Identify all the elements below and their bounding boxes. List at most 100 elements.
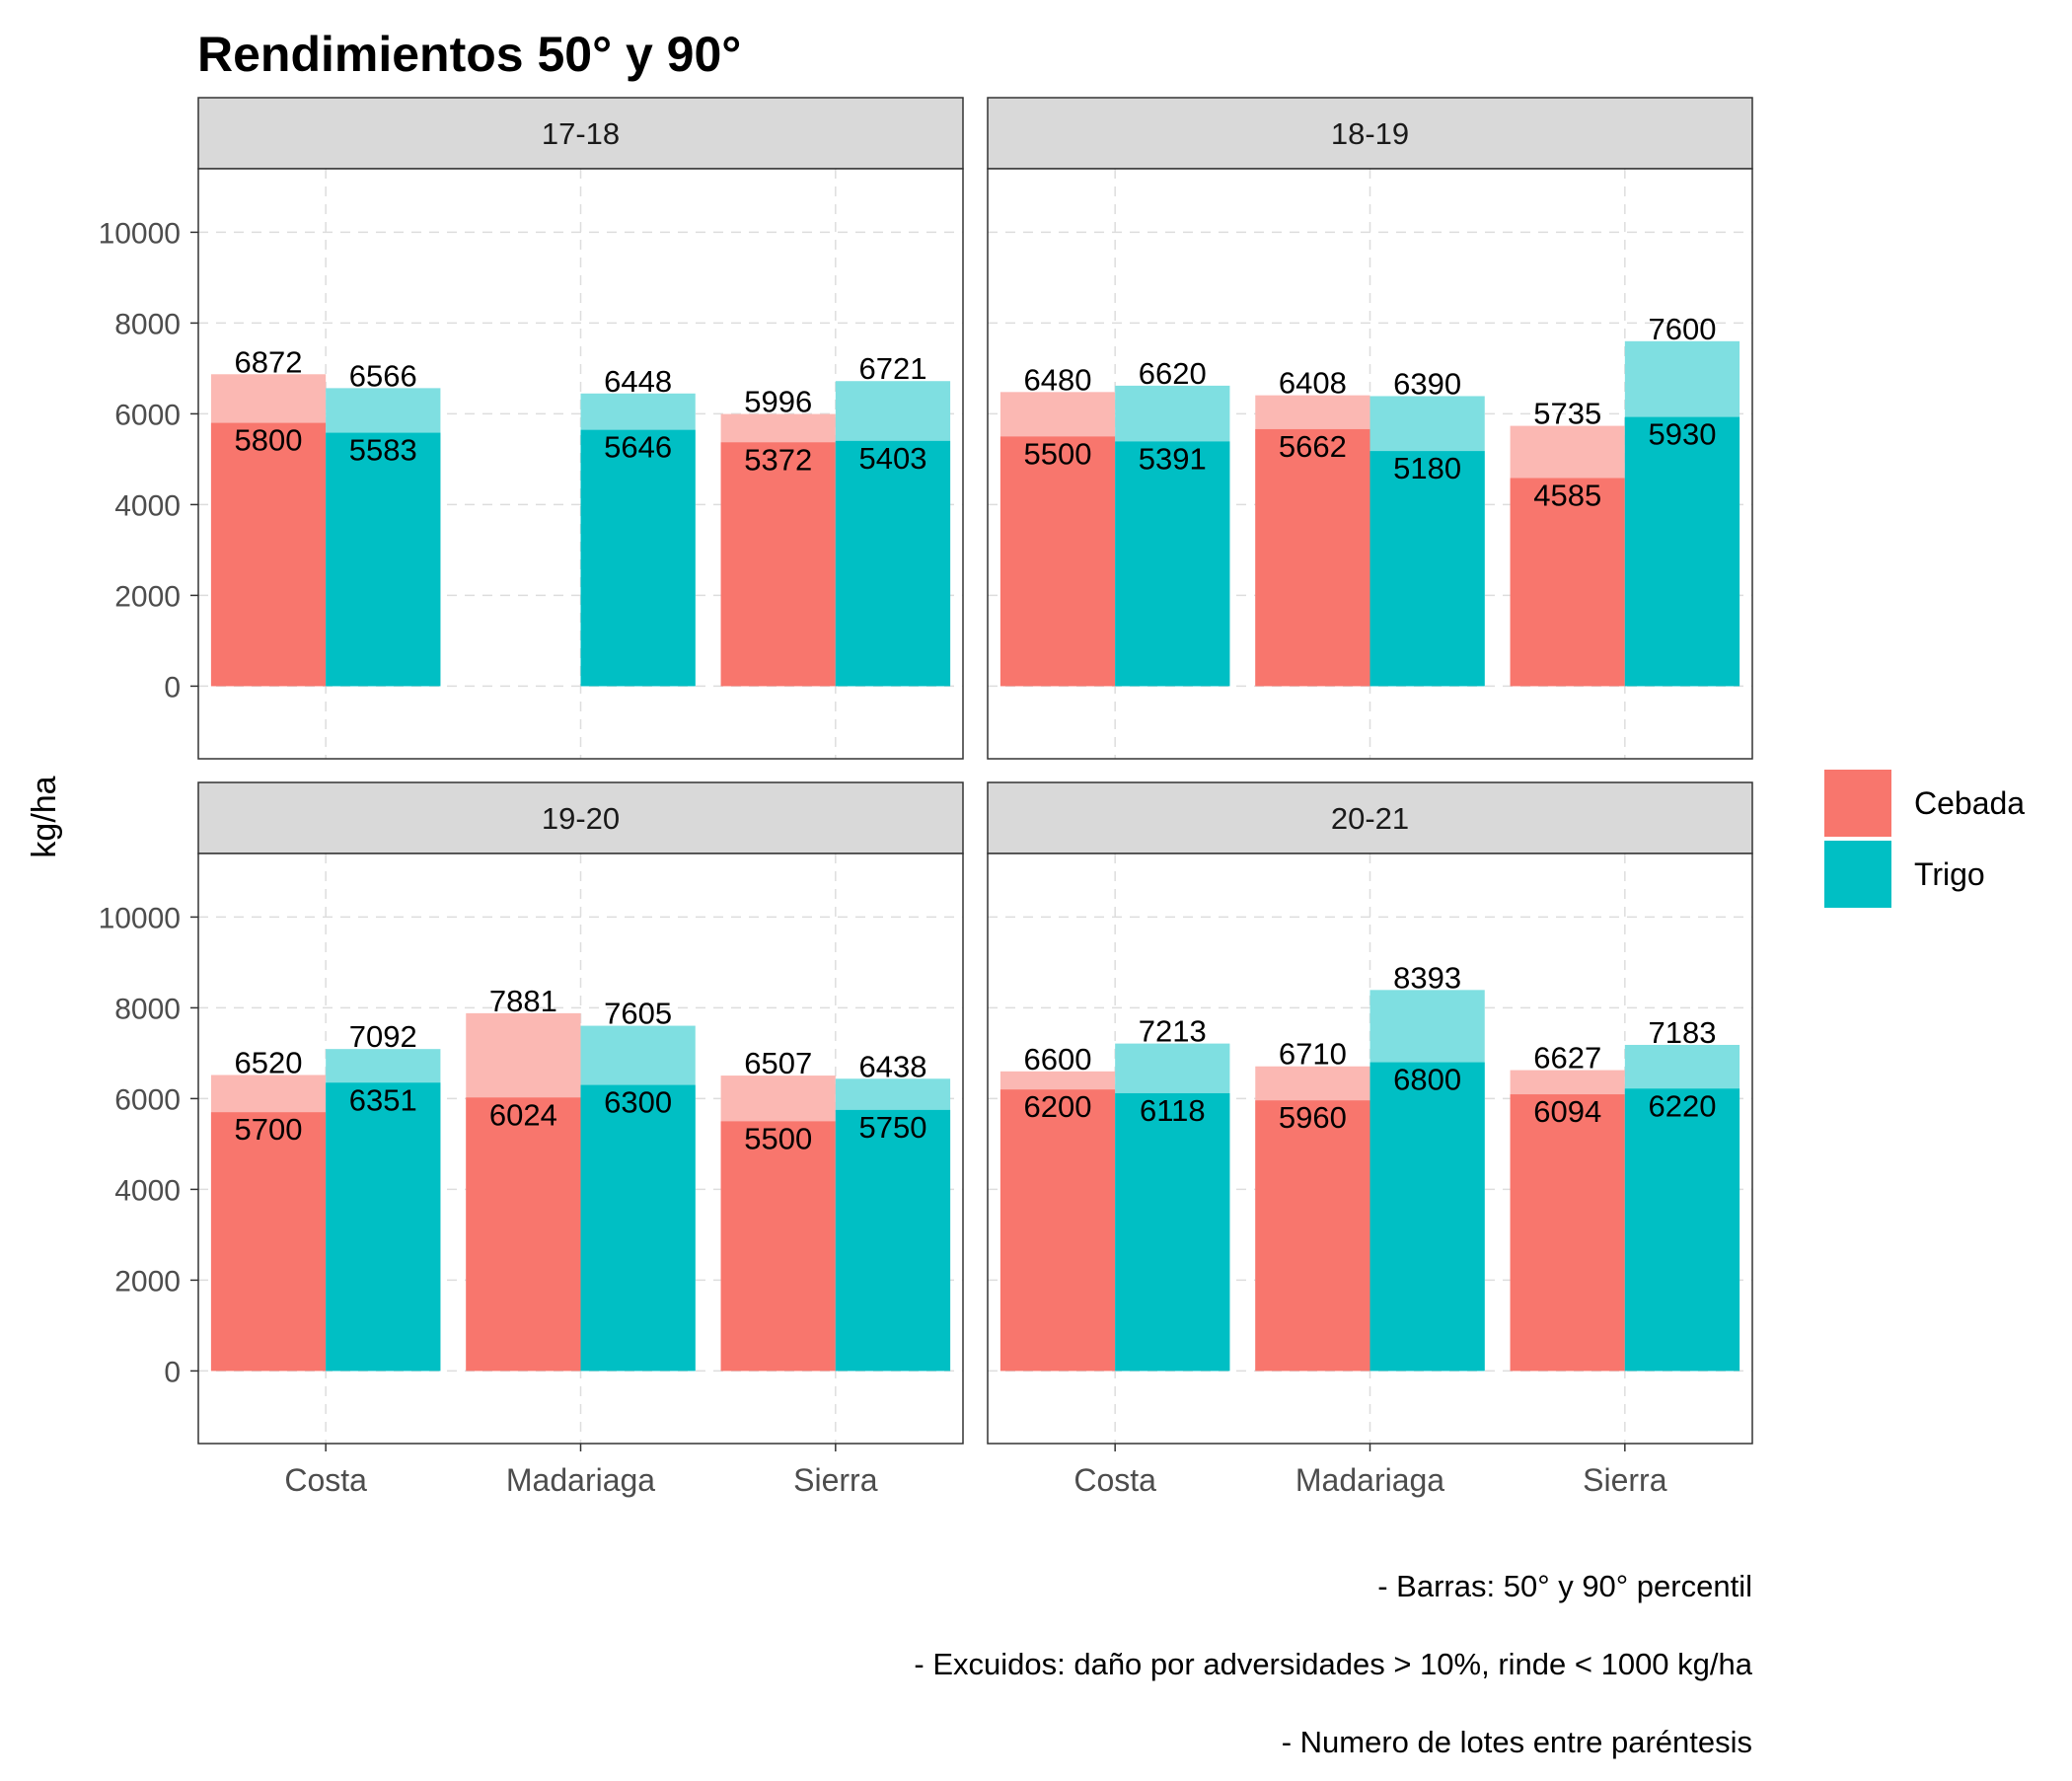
bar-p50-trigo-madariaga	[580, 1084, 696, 1372]
y-tick-label: 0	[164, 671, 181, 704]
data-label-p90: 7605	[604, 997, 672, 1031]
facet-panel-18-19: 18-19 6480 5500 6408 5662 5735 4585 6620 5391 639…	[987, 97, 1753, 760]
data-label-p90: 6507	[744, 1046, 812, 1080]
bar-p50-trigo-sierra	[835, 1109, 951, 1372]
data-label-p50: 5646	[604, 430, 672, 465]
x-tick-label: Costa	[1073, 1462, 1156, 1498]
data-label-p90: 7092	[349, 1019, 417, 1054]
x-tick-label: Madariaga	[1295, 1462, 1444, 1498]
data-label-p50: 5700	[235, 1112, 303, 1147]
data-label-p50: 4585	[1533, 478, 1601, 512]
bar-p50-cebada-madariaga	[1255, 428, 1370, 687]
facet-strip-label: 19-20	[542, 801, 620, 836]
legend-label: Trigo	[1914, 856, 1985, 892]
y-tick-label: 4000	[114, 489, 181, 522]
legend: Cebada Trigo	[1824, 770, 2025, 908]
data-label-p90: 6627	[1533, 1041, 1601, 1076]
x-axis: Costa Madariaga Sierra Costa Madariaga Sierra	[284, 1444, 1667, 1498]
data-label-p50: 5583	[349, 433, 417, 468]
facet-strip	[197, 781, 964, 854]
data-label-p90: 6566	[349, 358, 417, 393]
data-label-p90: 5735	[1533, 397, 1601, 431]
data-label-p90: 7183	[1648, 1015, 1716, 1050]
bar-p50-cebada-costa	[999, 436, 1116, 687]
bar-p50-cebada-madariaga	[466, 1097, 581, 1372]
data-label-p90: 6710	[1279, 1037, 1347, 1072]
facet-panel-20-21: 20-21 6600 6200 6710 5960 6627 6094 7213 6118 839…	[987, 781, 1753, 1445]
data-label-p50: 5372	[744, 442, 812, 477]
data-label-p90: 7213	[1139, 1014, 1207, 1049]
facet-panel-19-20: 19-20 0 2000 4000 6000 8000 10000 6520 5700 7881 6…	[99, 781, 964, 1445]
data-label-p90: 7600	[1648, 312, 1716, 346]
data-label-p90: 8393	[1393, 960, 1461, 995]
chart-title: Rendimientos 50° y 90°	[197, 27, 741, 82]
bar-p50-trigo-costa	[1115, 441, 1230, 687]
panels: 17-18 0 2000 4000 6000 8000 10000 6872 5800 5996 5…	[99, 97, 1753, 1445]
bar-p50-trigo-costa	[1115, 1092, 1230, 1372]
data-label-p90: 6620	[1139, 356, 1207, 391]
data-label-p90: 6448	[604, 364, 672, 399]
bar-p50-trigo-costa	[326, 1082, 441, 1372]
data-label-p50: 5500	[744, 1121, 812, 1155]
legend-label: Cebada	[1914, 785, 2025, 821]
bar-p50-trigo-madariaga	[1369, 1062, 1485, 1372]
data-label-p50: 5960	[1279, 1100, 1347, 1135]
bar-p50-cebada-sierra	[1510, 478, 1625, 687]
y-tick-label: 8000	[114, 993, 181, 1025]
data-label-p50: 6800	[1393, 1063, 1461, 1097]
bar-p50-trigo-sierra	[835, 440, 951, 687]
legend-key-cebada	[1824, 770, 1891, 837]
bar-p50-cebada-sierra	[720, 1121, 836, 1372]
facet-strip	[197, 97, 964, 170]
facet-strip	[987, 781, 1753, 854]
data-label-p50: 5930	[1648, 417, 1716, 452]
data-label-p90: 6872	[235, 344, 303, 379]
data-label-p90: 6390	[1393, 366, 1461, 401]
data-label-p90: 6408	[1279, 366, 1347, 401]
y-axis-label: kg/ha	[26, 776, 63, 857]
data-label-p50: 5800	[235, 423, 303, 458]
bar-p50-cebada-sierra	[720, 442, 836, 687]
caption-line: - Excuidos: daño por adversidades > 10%,…	[914, 1647, 1752, 1681]
bar-p50-cebada-costa	[999, 1089, 1116, 1372]
y-tick-label: 0	[164, 1356, 181, 1388]
x-tick-label: Costa	[284, 1462, 367, 1498]
x-tick-label: Madariaga	[506, 1462, 655, 1498]
data-label-p50: 5391	[1139, 441, 1207, 476]
bar-p50-trigo-costa	[326, 432, 441, 687]
y-tick-label: 4000	[114, 1174, 181, 1207]
bar-p50-trigo-madariaga	[580, 429, 696, 687]
x-tick-label: Sierra	[793, 1462, 878, 1498]
caption: - Barras: 50° y 90° percentil - Excuidos:…	[914, 1569, 1752, 1759]
data-label-p50: 6351	[349, 1082, 417, 1117]
bar-p50-cebada-sierra	[1510, 1094, 1625, 1372]
bar-p50-trigo-sierra	[1624, 416, 1740, 687]
data-label-p90: 7881	[489, 984, 557, 1018]
data-label-p90: 6721	[858, 351, 926, 386]
bar-p50-cebada-madariaga	[1255, 1100, 1370, 1372]
facet-strip-label: 17-18	[542, 116, 620, 151]
data-label-p50: 5750	[858, 1110, 926, 1145]
panel-border	[987, 168, 1753, 760]
data-label-p50: 6094	[1533, 1094, 1601, 1129]
y-tick-label: 2000	[114, 580, 181, 613]
data-label-p50: 5403	[858, 441, 926, 476]
data-label-p90: 6520	[235, 1045, 303, 1079]
data-label-p90: 6600	[1024, 1042, 1092, 1076]
y-tick-label: 8000	[114, 308, 181, 340]
bar-p50-cebada-costa	[210, 422, 327, 687]
data-label-p90: 6480	[1024, 362, 1092, 397]
y-tick-label: 2000	[114, 1265, 181, 1298]
panel-border	[197, 168, 964, 760]
data-label-p50: 5500	[1024, 436, 1092, 471]
facet-panel-17-18: 17-18 0 2000 4000 6000 8000 10000 6872 5800 5996 5…	[99, 97, 964, 760]
data-label-p50: 6220	[1648, 1088, 1716, 1123]
bar-p50-trigo-madariaga	[1369, 451, 1485, 687]
bar-p50-cebada-costa	[210, 1112, 327, 1372]
x-tick-label: Sierra	[1583, 1462, 1667, 1498]
y-tick-label: 10000	[99, 217, 181, 250]
data-label-p50: 6300	[604, 1085, 672, 1120]
data-label-p50: 6024	[489, 1097, 557, 1132]
